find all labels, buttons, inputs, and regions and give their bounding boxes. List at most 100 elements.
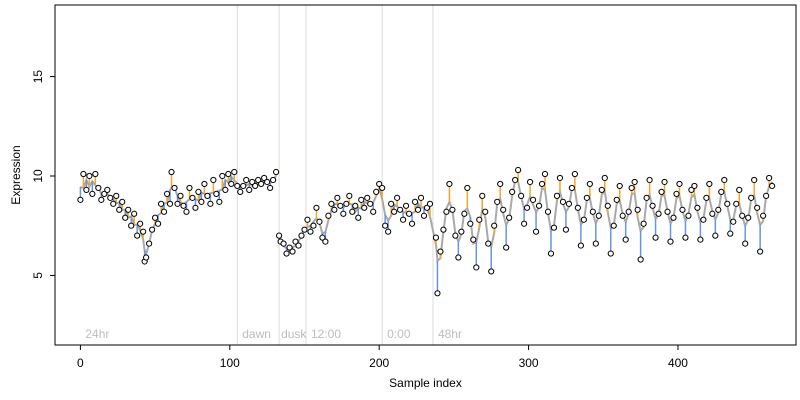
data-point	[116, 206, 123, 213]
data-point	[101, 190, 108, 197]
data-point	[213, 190, 220, 197]
data-point	[146, 240, 153, 247]
data-point	[500, 206, 507, 213]
data-point	[673, 190, 680, 197]
data-point	[532, 228, 540, 235]
data-point	[521, 220, 528, 227]
data-point	[544, 208, 552, 215]
data-point	[685, 212, 692, 219]
data-point	[742, 240, 749, 247]
phase-labels: 24hr dawn dusk 12:00 0:00 48hr	[85, 327, 462, 341]
data-point	[670, 214, 677, 221]
data-point	[367, 200, 374, 207]
data-point	[264, 178, 271, 186]
data-point	[631, 178, 638, 186]
data-point	[766, 174, 773, 182]
data-point	[313, 204, 320, 211]
data-point	[721, 176, 728, 184]
data-point	[113, 192, 120, 199]
data-point	[754, 204, 761, 211]
data-point	[518, 192, 525, 199]
data-point	[664, 208, 671, 215]
data-point	[408, 220, 416, 227]
data-point	[414, 206, 422, 213]
data-point	[535, 202, 543, 209]
x-tick-label: 100	[220, 356, 240, 370]
data-point	[328, 200, 335, 207]
data-point	[727, 230, 734, 237]
data-point	[583, 194, 590, 201]
data-point	[283, 250, 290, 257]
data-point	[652, 234, 659, 241]
phase-label: 0:00	[387, 327, 411, 341]
y-axis: 5 10 15	[31, 70, 56, 279]
data-point	[210, 176, 217, 184]
data-point	[140, 228, 147, 235]
y-tick-label: 5	[31, 272, 45, 279]
data-point	[177, 192, 184, 199]
data-point	[604, 202, 611, 209]
data-point	[157, 200, 165, 207]
data-point	[538, 180, 546, 188]
data-point	[550, 224, 558, 231]
y-tick-label: 15	[31, 70, 45, 84]
data-point	[482, 208, 489, 215]
data-point	[658, 188, 665, 196]
data-point	[322, 238, 329, 245]
data-point	[243, 176, 250, 184]
data-point	[509, 188, 516, 196]
data-point	[325, 212, 332, 219]
data-point	[515, 166, 522, 174]
x-tick-label: 200	[369, 356, 389, 370]
data-point	[479, 192, 486, 199]
data-point	[598, 186, 605, 194]
data-point	[125, 206, 132, 213]
x-axis: 0 100 200 300 400	[77, 344, 688, 370]
data-point	[485, 240, 492, 247]
data-point	[541, 170, 549, 178]
data-point	[207, 200, 214, 207]
data-point	[137, 220, 144, 227]
data-point	[201, 180, 208, 188]
data-point	[411, 198, 419, 205]
data-point	[310, 222, 317, 229]
data-point	[275, 232, 283, 239]
data-point	[174, 200, 181, 207]
data-point	[168, 168, 175, 176]
data-point	[391, 208, 398, 215]
data-point	[240, 182, 247, 190]
data-point	[340, 210, 347, 217]
data-point	[319, 234, 326, 241]
data-point	[337, 202, 344, 209]
data-point	[399, 216, 407, 223]
data-point	[402, 202, 410, 209]
trend-line	[80, 174, 277, 258]
data-point	[506, 214, 513, 221]
data-point	[195, 188, 202, 196]
data-point	[497, 180, 504, 188]
data-point	[358, 196, 365, 203]
data-point	[586, 180, 593, 188]
data-point	[186, 184, 193, 192]
data-point	[494, 198, 501, 205]
data-point	[467, 220, 474, 227]
data-point	[267, 184, 274, 192]
trend-line	[278, 179, 773, 263]
data-point	[119, 198, 126, 205]
phase-label: dawn	[242, 327, 271, 341]
data-point	[526, 178, 534, 186]
data-point	[149, 226, 156, 233]
data-point	[397, 206, 404, 213]
data-point	[163, 190, 171, 197]
data-point	[449, 206, 456, 213]
data-point	[661, 178, 668, 186]
data-point	[385, 228, 392, 235]
data-point	[712, 232, 719, 239]
data-point	[192, 204, 199, 211]
data-point	[255, 176, 262, 184]
data-point	[373, 188, 380, 196]
data-point	[143, 254, 150, 261]
data-point	[613, 196, 620, 203]
data-point	[667, 238, 674, 245]
